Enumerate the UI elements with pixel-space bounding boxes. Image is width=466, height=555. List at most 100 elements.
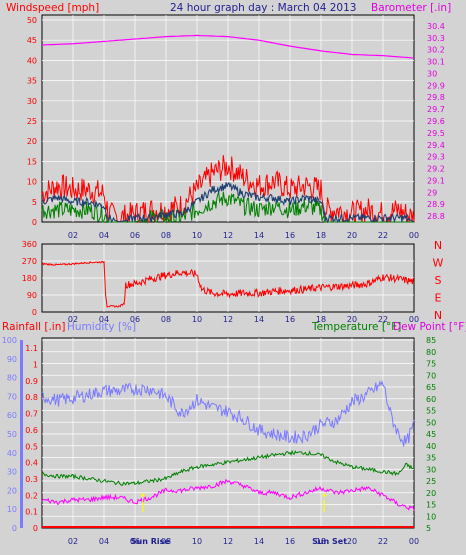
humidity-y-tick: 30 — [7, 468, 17, 477]
x-tick-panel1: 12 — [223, 231, 233, 240]
humidity-line — [41, 380, 415, 447]
temp-y-tick: 55 — [426, 407, 436, 416]
sunset-sun-icon: ☀ — [321, 491, 328, 500]
humidity-y-tick: 50 — [7, 430, 17, 439]
rain-y-tick: 0.8 — [25, 393, 38, 402]
humidity-y-tick: 40 — [7, 449, 17, 458]
humidity-axis-label: Humidity [%] — [67, 321, 136, 333]
dewpoint-line — [41, 478, 415, 512]
wind-y-tick: 35 — [27, 77, 37, 86]
x-tick-panel1: 18 — [316, 231, 326, 240]
rain-y-tick: 0.7 — [25, 410, 38, 419]
sunset-label: Sun Set — [312, 537, 347, 546]
temp-y-tick: 85 — [426, 336, 436, 345]
wind-speed-line — [41, 181, 415, 224]
barometer-line — [41, 34, 415, 59]
x-tick-panel1: 14 — [254, 231, 264, 240]
baro-y-tick: 28.9 — [427, 200, 445, 209]
x-tick-panel3: 10 — [192, 537, 202, 546]
temperature-axis-label: Temperature [°F] — [311, 321, 401, 333]
dir-y-tick: 0 — [32, 308, 37, 317]
temp-y-tick: 10 — [426, 512, 436, 521]
temp-y-tick: 80 — [426, 348, 436, 357]
x-tick-panel3: 18 — [316, 537, 326, 546]
baro-y-tick: 29.3 — [427, 153, 445, 162]
humidity-y-tick: 60 — [7, 411, 17, 420]
baro-y-tick: 30.4 — [427, 22, 445, 31]
temp-y-tick: 50 — [426, 418, 436, 427]
humidity-y-tick: 70 — [7, 392, 17, 401]
x-tick-panel1: 16 — [285, 231, 295, 240]
wind-y-tick: 5 — [32, 198, 37, 207]
wind-y-tick: 15 — [27, 157, 37, 166]
baro-y-tick: 30.1 — [427, 58, 445, 67]
dir-y-tick: 90 — [27, 291, 37, 300]
x-tick-panel3: 20 — [347, 537, 357, 546]
rain-y-tick: 0.2 — [25, 491, 38, 500]
x-tick-panel2: 12 — [223, 315, 233, 324]
x-tick-panel1: 00 — [409, 231, 419, 240]
x-tick-panel2: 02 — [68, 315, 78, 324]
wind-y-tick: 45 — [27, 36, 37, 45]
x-tick-panel3: 04 — [99, 537, 109, 546]
baro-y-tick: 29.6 — [427, 117, 445, 126]
dewpoint-axis-label: Dew Point [°F] — [393, 321, 466, 333]
temp-y-tick: 45 — [426, 430, 436, 439]
x-tick-panel2: 00 — [409, 315, 419, 324]
temp-y-tick: 30 — [426, 465, 436, 474]
x-tick-panel3: 06 — [130, 537, 140, 546]
humidity-axis-bar — [20, 340, 23, 528]
baro-y-tick: 30 — [427, 69, 437, 78]
wind-y-tick: 40 — [27, 56, 37, 65]
baro-y-tick: 29.9 — [427, 81, 445, 90]
barometer-axis-label: Barometer [.in] — [371, 2, 451, 14]
temp-y-tick: 20 — [426, 489, 436, 498]
humidity-y-tick: 10 — [7, 505, 17, 514]
temp-y-tick: 25 — [426, 477, 436, 486]
rain-y-tick: 0.1 — [25, 508, 38, 517]
x-tick-panel1: 02 — [68, 231, 78, 240]
wind-gust-line — [41, 155, 415, 223]
graph-title: 24 hour graph day : March 04 2013 — [170, 2, 356, 14]
x-tick-panel2: 22 — [378, 315, 388, 324]
temperature-line — [41, 449, 415, 486]
temp-y-tick: 65 — [426, 383, 436, 392]
baro-y-tick: 29.8 — [427, 93, 445, 102]
temp-y-tick: 60 — [426, 395, 436, 404]
rain-y-tick: 1 — [33, 361, 38, 370]
x-tick-panel1: 10 — [192, 231, 202, 240]
temp-y-tick: 70 — [426, 371, 436, 380]
baro-y-tick: 28.8 — [427, 212, 445, 221]
baro-y-tick: 29.1 — [427, 176, 445, 185]
rain-y-tick: 0.9 — [25, 377, 38, 386]
baro-y-tick: 29.4 — [427, 141, 445, 150]
wind-y-tick: 10 — [27, 178, 37, 187]
x-tick-panel3: 12 — [223, 537, 233, 546]
x-tick-panel1: 22 — [378, 231, 388, 240]
x-tick-panel3: 02 — [68, 537, 78, 546]
x-tick-panel2: 20 — [347, 315, 357, 324]
compass-label: S — [435, 274, 442, 287]
humidity-y-tick: 0 — [12, 524, 17, 533]
rain-y-tick: 0.6 — [25, 426, 38, 435]
baro-y-tick: 29.2 — [427, 165, 445, 174]
x-tick-panel2: 08 — [161, 315, 171, 324]
x-tick-panel2: 04 — [99, 315, 109, 324]
x-tick-panel2: 16 — [285, 315, 295, 324]
x-tick-panel1: 06 — [130, 231, 140, 240]
humidity-y-tick: 90 — [7, 355, 17, 364]
x-tick-panel3: 08 — [161, 537, 171, 546]
sunrise-label: Sun Rise — [131, 537, 171, 546]
wind-y-tick: 30 — [27, 97, 37, 106]
x-tick-panel2: 18 — [316, 315, 326, 324]
wind-y-tick: 0 — [32, 218, 37, 227]
dir-y-tick: 180 — [22, 274, 37, 283]
rain-y-tick: 0 — [33, 524, 38, 533]
compass-label: W — [433, 257, 444, 270]
compass-label: N — [434, 309, 442, 322]
temp-y-tick: 35 — [426, 454, 436, 463]
x-tick-panel1: 08 — [161, 231, 171, 240]
baro-y-tick: 30.3 — [427, 34, 445, 43]
baro-y-tick: 29.5 — [427, 129, 445, 138]
